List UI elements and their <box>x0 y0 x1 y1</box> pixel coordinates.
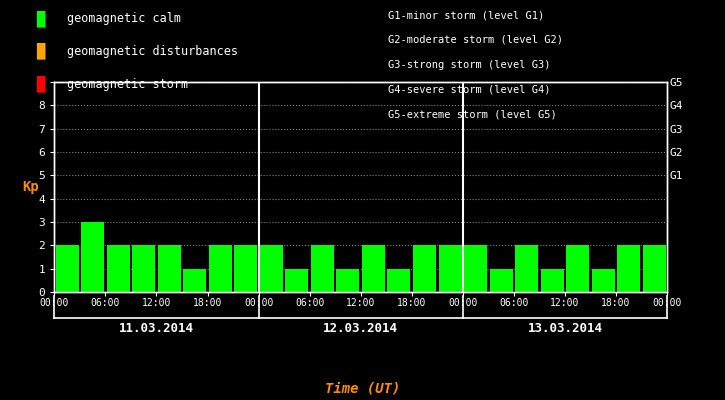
Bar <box>234 245 257 292</box>
Text: G3-strong storm (level G3): G3-strong storm (level G3) <box>388 60 550 70</box>
Bar <box>617 245 640 292</box>
Bar <box>209 245 232 292</box>
Bar <box>336 269 360 292</box>
Bar <box>413 245 436 292</box>
Bar <box>183 269 206 292</box>
Bar <box>81 222 104 292</box>
Text: geomagnetic calm: geomagnetic calm <box>67 12 181 25</box>
Bar <box>387 269 410 292</box>
Text: █: █ <box>36 76 45 92</box>
Bar <box>643 245 666 292</box>
Text: geomagnetic disturbances: geomagnetic disturbances <box>67 45 238 58</box>
Bar <box>362 245 385 292</box>
Bar <box>132 245 155 292</box>
Text: 11.03.2014: 11.03.2014 <box>119 322 194 335</box>
Text: 12.03.2014: 12.03.2014 <box>323 322 398 335</box>
Text: G4-severe storm (level G4): G4-severe storm (level G4) <box>388 84 550 94</box>
Text: G2-moderate storm (level G2): G2-moderate storm (level G2) <box>388 35 563 45</box>
Text: █: █ <box>36 10 45 27</box>
Bar <box>311 245 334 292</box>
Text: 13.03.2014: 13.03.2014 <box>527 322 602 335</box>
Text: G5-extreme storm (level G5): G5-extreme storm (level G5) <box>388 109 557 119</box>
Bar <box>56 245 78 292</box>
Bar <box>566 245 589 292</box>
Bar <box>489 269 513 292</box>
Bar <box>260 245 283 292</box>
Text: █: █ <box>36 43 45 60</box>
Bar <box>439 245 462 292</box>
Text: Time (UT): Time (UT) <box>325 382 400 396</box>
Bar <box>515 245 538 292</box>
Bar <box>541 269 563 292</box>
Bar <box>158 245 181 292</box>
Bar <box>286 269 308 292</box>
Y-axis label: Kp: Kp <box>22 180 38 194</box>
Bar <box>464 245 487 292</box>
Bar <box>107 245 130 292</box>
Text: G1-minor storm (level G1): G1-minor storm (level G1) <box>388 10 544 20</box>
Text: geomagnetic storm: geomagnetic storm <box>67 78 188 91</box>
Bar <box>592 269 615 292</box>
